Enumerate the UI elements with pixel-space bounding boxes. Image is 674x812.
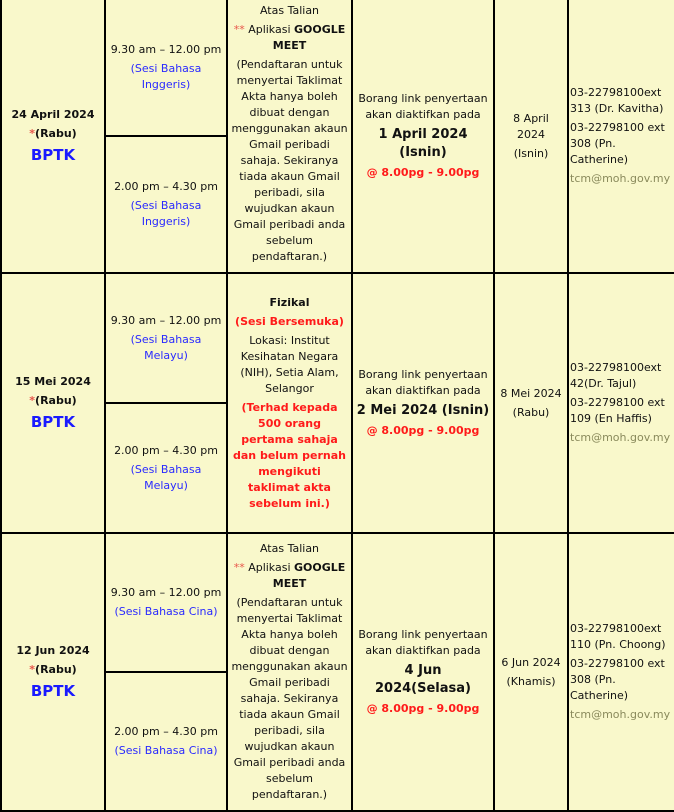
organizer: BPTK: [30, 413, 76, 431]
mode-subtitle: (Sesi Bersemuka): [235, 314, 344, 328]
app-name: GOOGLE MEET: [272, 561, 346, 590]
session-cell: 9.30 am – 12.00 pm (Sesi Bahasa Inggeris…: [104, 0, 228, 137]
form-cell: Borang link penyertaan akan diaktifkan p…: [351, 532, 495, 812]
event-day: (Rabu): [35, 127, 77, 140]
session-language: (Sesi Bahasa Cina): [114, 744, 218, 757]
session-cell: 9.30 am – 12.00 pm (Sesi Bahasa Melayu): [104, 272, 228, 404]
contact-phone: 03-22798100ext 42(Dr. Tajul): [570, 361, 662, 390]
contact-cell: 03-22798100ext 313 (Dr. Kavitha) 03-2279…: [567, 0, 674, 274]
asterisk: **: [233, 561, 245, 574]
close-date: 8 April 2024: [513, 111, 549, 141]
form-open-time: @ 8.00pg - 9.00pg: [366, 424, 480, 437]
form-open-time: @ 8.00pg - 9.00pg: [366, 702, 480, 715]
app-name: GOOGLE MEET: [272, 23, 346, 52]
session-language: (Sesi Bahasa Cina): [114, 605, 218, 618]
mode-title: Atas Talian: [259, 4, 320, 17]
contact-phone: 03-22798100 ext 109 (En Haffis): [570, 396, 665, 425]
close-day: (Khamis): [506, 674, 556, 688]
asterisk: **: [233, 23, 245, 36]
close-date: 6 Jun 2024: [501, 655, 561, 669]
organizer: BPTK: [30, 682, 76, 700]
mode-location: Lokasi: Institut Kesihatan Negara (NIH),…: [240, 333, 339, 395]
mode-cell: Fizikal (Sesi Bersemuka) Lokasi: Institu…: [226, 272, 353, 534]
session-time: 9.30 am – 12.00 pm: [110, 586, 222, 599]
session-time: 9.30 am – 12.00 pm: [110, 43, 222, 56]
form-text: Borang link penyertaan akan diaktifkan p…: [358, 628, 488, 657]
contact-phone: 03-22798100ext 110 (Pn. Choong): [570, 622, 666, 651]
contact-phone: 03-22798100ext 313 (Dr. Kavitha): [570, 86, 664, 115]
session-cell: 9.30 am – 12.00 pm (Sesi Bahasa Cina): [104, 532, 228, 673]
session-cell: 2.00 pm – 4.30 pm (Sesi Bahasa Inggeris): [104, 135, 228, 274]
close-cell: 8 April 2024 (Isnin): [493, 0, 569, 274]
event-day: (Rabu): [35, 663, 77, 676]
table-row: 24 April 2024 *(Rabu) BPTK 9.30 am – 12.…: [0, 0, 674, 274]
session-time: 9.30 am – 12.00 pm: [110, 313, 222, 327]
contact-cell: 03-22798100ext 42(Dr. Tajul) 03-22798100…: [567, 272, 674, 534]
session-language: (Sesi Bahasa Inggeris): [130, 199, 202, 228]
close-day: (Isnin): [513, 146, 549, 160]
contact-email[interactable]: tcm@moh.gov.my: [570, 172, 671, 185]
mode-title: Atas Talian: [259, 542, 320, 555]
contact-email[interactable]: tcm@moh.gov.my: [570, 431, 671, 444]
close-date: 8 Mei 2024: [500, 386, 562, 400]
session-time: 2.00 pm – 4.30 pm: [114, 180, 218, 193]
contact-email[interactable]: tcm@moh.gov.my: [570, 708, 671, 721]
event-date: 12 Jun 2024: [16, 644, 90, 657]
table-row: 12 Jun 2024 *(Rabu) BPTK 9.30 am – 12.00…: [0, 532, 674, 812]
session-cell: 2.00 pm – 4.30 pm (Sesi Bahasa Melayu): [104, 402, 228, 534]
app-prefix: Aplikasi: [248, 561, 291, 574]
table-row: 15 Mei 2024 *(Rabu) BPTK 9.30 am – 12.00…: [0, 272, 674, 534]
form-text: Borang link penyertaan akan diaktifkan p…: [358, 368, 488, 397]
date-cell: 12 Jun 2024 *(Rabu) BPTK: [0, 532, 106, 812]
session-language: (Sesi Bahasa Melayu): [130, 332, 202, 362]
contact-phone: 03-22798100 ext 308 (Pn. Catherine): [570, 121, 665, 166]
table-row: 2.00 pm – 4.30 pm (Sesi Bahasa Melayu): [1, 402, 674, 534]
contact-phone: 03-22798100 ext 308 (Pn. Catherine): [570, 657, 665, 702]
mode-cell: Atas Talian ** Aplikasi GOOGLE MEET (Pen…: [226, 0, 353, 274]
table-row: 2.00 pm – 4.30 pm (Sesi Bahasa Inggeris): [1, 135, 674, 274]
mode-note: (Terhad kepada 500 orang pertama sahaja …: [232, 400, 347, 510]
asterisk: *: [29, 663, 36, 676]
organizer: BPTK: [30, 146, 76, 164]
session-language: (Sesi Bahasa Inggeris): [130, 62, 202, 91]
close-cell: 8 Mei 2024 (Rabu): [493, 272, 569, 534]
form-cell: Borang link penyertaan akan diaktifkan p…: [351, 272, 495, 534]
session-time: 2.00 pm – 4.30 pm: [114, 725, 218, 738]
form-text: Borang link penyertaan akan diaktifkan p…: [358, 92, 488, 121]
close-cell: 6 Jun 2024 (Khamis): [493, 532, 569, 812]
event-date: 15 Mei 2024: [15, 375, 91, 388]
contact-cell: 03-22798100ext 110 (Pn. Choong) 03-22798…: [567, 532, 674, 812]
asterisk: *: [29, 394, 36, 407]
asterisk: *: [29, 127, 36, 140]
mode-note: (Pendaftaran untuk menyertai Taklimat Ak…: [231, 58, 348, 263]
date-cell: 24 April 2024 *(Rabu) BPTK: [0, 0, 106, 274]
session-language: (Sesi Bahasa Melayu): [130, 462, 202, 492]
close-day: (Rabu): [512, 405, 550, 419]
form-open-date: 4 Jun 2024(Selasa): [375, 663, 471, 696]
event-day: (Rabu): [35, 394, 77, 407]
form-open-time: @ 8.00pg - 9.00pg: [366, 166, 480, 179]
form-cell: Borang link penyertaan akan diaktifkan p…: [351, 0, 495, 274]
form-open-date: 2 Mei 2024 (Isnin): [356, 403, 490, 418]
session-cell: 2.00 pm – 4.30 pm (Sesi Bahasa Cina): [104, 671, 228, 812]
form-open-date: 1 April 2024 (Isnin): [378, 127, 468, 160]
event-date: 24 April 2024: [11, 108, 95, 121]
session-time: 2.00 pm – 4.30 pm: [114, 443, 218, 457]
mode-note: (Pendaftaran untuk menyertai Taklimat Ak…: [231, 596, 348, 801]
app-prefix: Aplikasi: [248, 23, 291, 36]
mode-title: Fizikal: [269, 295, 310, 309]
mode-cell: Atas Talian ** Aplikasi GOOGLE MEET (Pen…: [226, 532, 353, 812]
date-cell: 15 Mei 2024 *(Rabu) BPTK: [0, 272, 106, 534]
